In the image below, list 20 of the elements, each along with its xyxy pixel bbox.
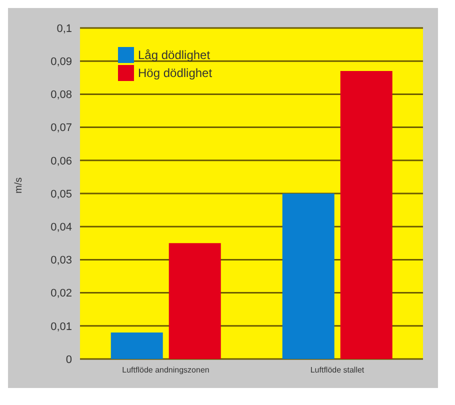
y-tick-label: 0,02 [50,288,72,300]
y-tick-label: 0 [66,354,72,366]
y-tick-label: 0,1 [56,22,72,35]
y-tick-label: 0,05 [50,188,72,200]
bar [340,71,392,359]
legend-label: Låg dödlighet [138,48,210,62]
y-tick-label: 0,08 [50,89,72,102]
legend-label: Hög dödlighet [138,66,212,80]
bar [282,194,334,359]
x-tick-label: Luftflöde andningszonen [122,366,210,375]
bar [168,243,221,359]
x-tick-label: Luftflöde stallet [310,366,365,375]
y-tick-label: 0,04 [50,222,72,234]
y-tick-label: 0,07 [50,122,72,134]
bar [110,332,163,359]
y-tick-label: 0,01 [50,320,72,333]
y-tick-label: 0,09 [50,56,72,68]
y-tick-label: 0,06 [50,155,72,168]
y-tick-label: 0,03 [50,254,72,267]
y-axis-title: m/s [14,177,25,194]
